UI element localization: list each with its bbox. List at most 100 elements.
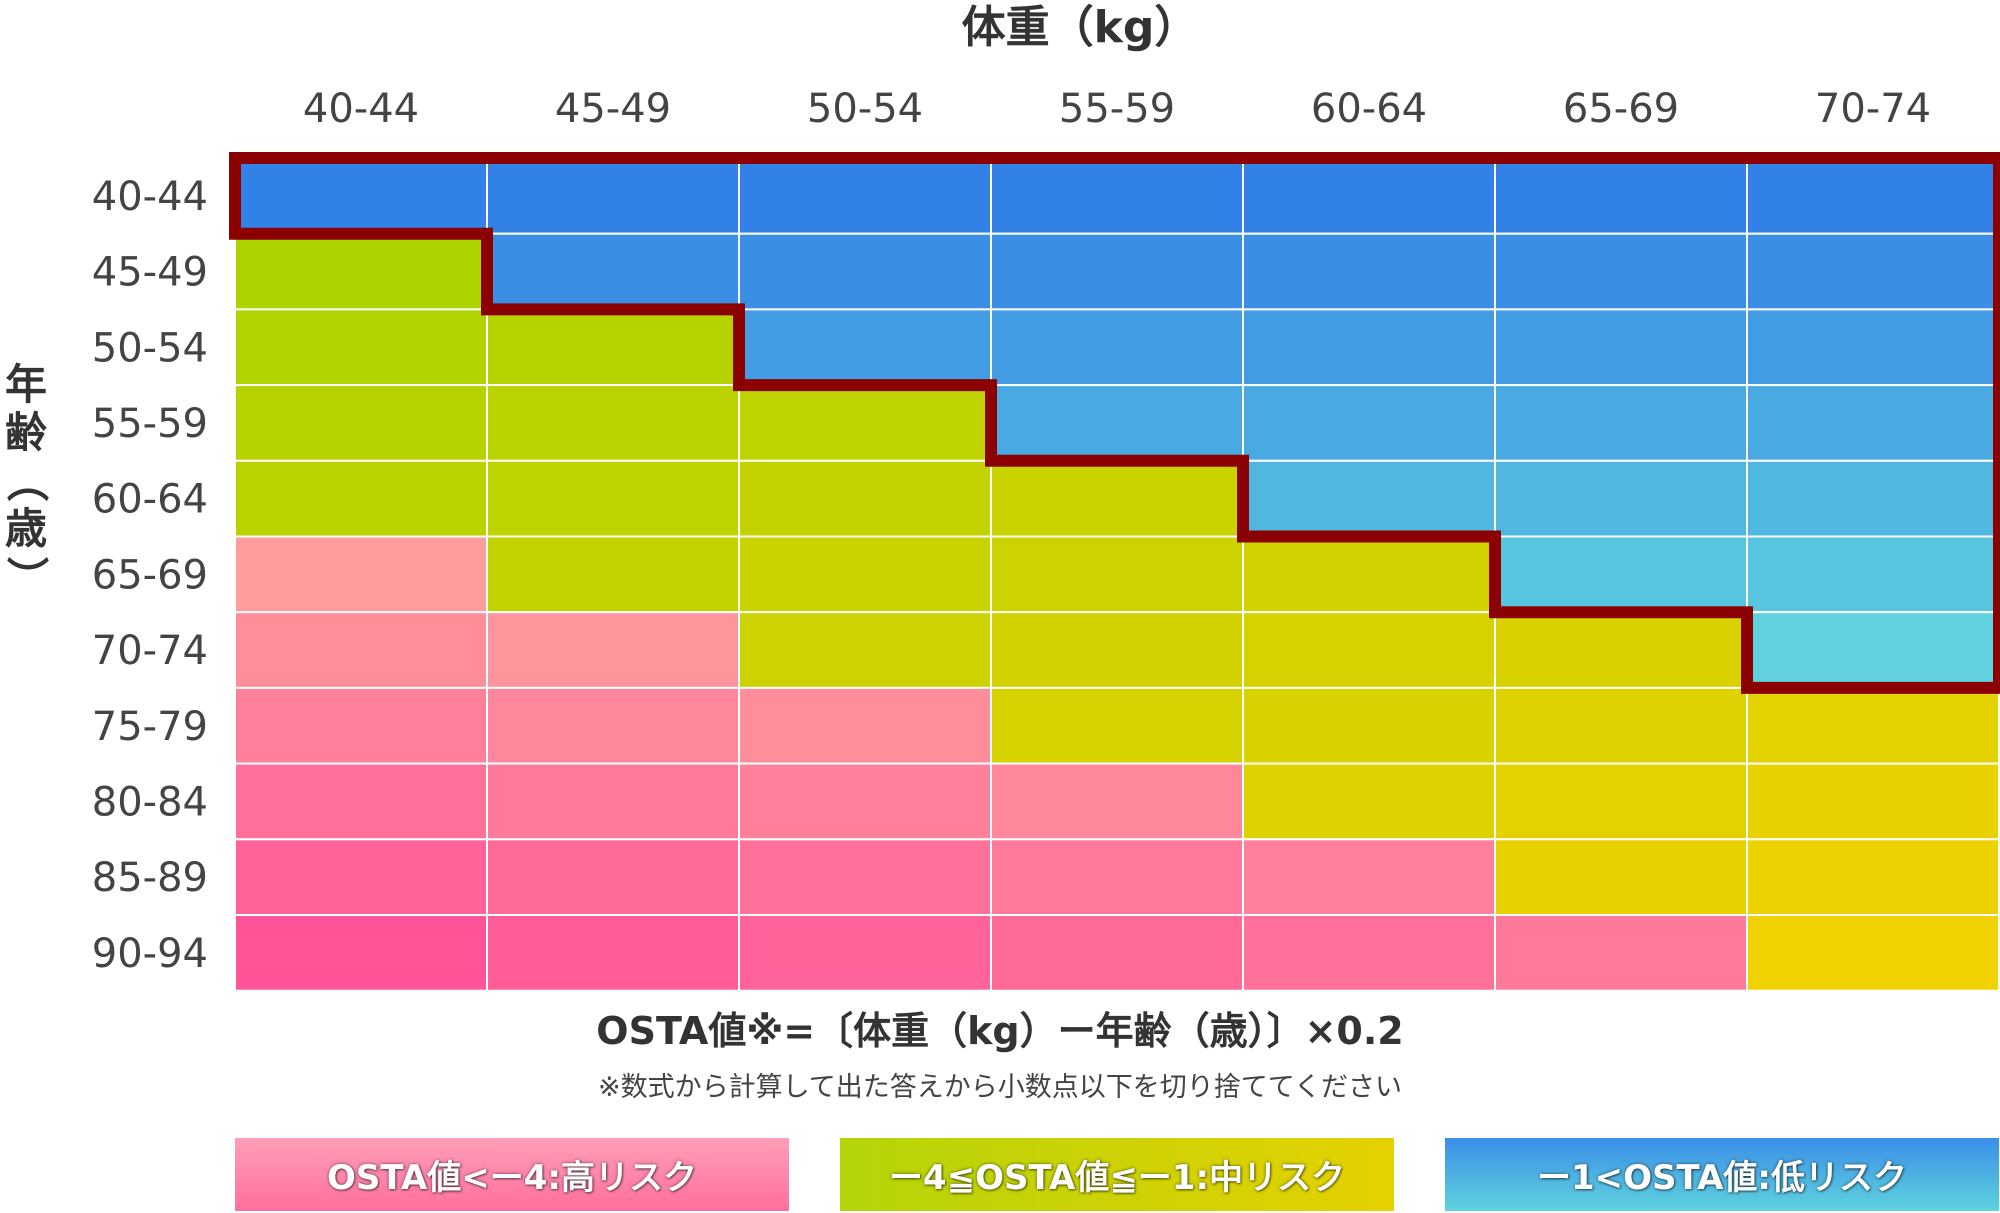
heatmap-cell	[738, 308, 992, 387]
heatmap-cell	[1746, 459, 2000, 538]
heatmap-cell	[1242, 838, 1496, 916]
heatmap-cell	[1242, 914, 1496, 992]
heatmap-cell	[1242, 762, 1496, 841]
x-tick-label: 45-49	[555, 86, 671, 132]
osta-risk-chart: 体重（kg） 年齢（歳） 40-44 45-49 50-54 55-59 60-64 65…	[2, 2, 2000, 992]
y-tick-label: 70-74	[92, 628, 208, 674]
heatmap-cell	[1494, 914, 1748, 992]
y-tick-label: 60-64	[92, 477, 208, 523]
y-tick-label: 65-69	[92, 552, 208, 598]
heatmap-cell	[1746, 838, 2000, 916]
heatmap-cell	[1746, 308, 2000, 387]
heatmap-cell	[486, 384, 740, 462]
heatmap-cell	[234, 384, 488, 462]
x-tick-label: 55-59	[1059, 86, 1175, 132]
legend-mid-risk: ー4≦OSTA値≦ー1:中リスク	[840, 1138, 1394, 1211]
y-tick-label: 80-84	[92, 779, 208, 825]
svg-text:歳: 歳	[5, 504, 47, 553]
heatmap-cell	[234, 157, 488, 235]
heatmap-cell	[990, 914, 1244, 992]
heatmap-cell	[1494, 459, 1748, 538]
heatmap-cell	[486, 762, 740, 841]
heatmap-cell	[1242, 384, 1496, 462]
heatmap-cell	[738, 838, 992, 916]
x-axis-ticks: 40-44 45-49 50-54 55-59 60-64 65-69 70-74	[303, 86, 1931, 132]
heatmap-cell	[738, 686, 992, 765]
heatmap-cell	[234, 232, 488, 311]
heatmap-cell	[990, 384, 1244, 462]
heatmap-cell	[990, 308, 1244, 387]
heatmap-cell	[1494, 762, 1748, 841]
heatmap-cell	[738, 762, 992, 841]
y-tick-label: 50-54	[92, 325, 208, 371]
heatmap-cell	[738, 914, 992, 992]
heatmap-cell	[990, 611, 1244, 689]
heatmap-cell	[1494, 308, 1748, 387]
heatmap-cell	[990, 762, 1244, 841]
heatmap-cell	[990, 686, 1244, 765]
y-tick-label: 40-44	[92, 174, 208, 220]
y-tick-label: 85-89	[92, 855, 208, 901]
y-axis-ticks: 40-44 45-49 50-54 55-59 60-64 65-69 70-74 75-79…	[92, 174, 208, 977]
heatmap-cell	[990, 535, 1244, 614]
heatmap-cell	[990, 232, 1244, 311]
heatmap-cell	[234, 611, 488, 689]
heatmap-cell	[234, 838, 488, 916]
heatmap-cell	[234, 686, 488, 765]
heatmap-cell	[234, 762, 488, 841]
svg-text:）: ）	[2, 556, 51, 598]
heatmap-cell	[1242, 535, 1496, 614]
heatmap-cell	[1494, 838, 1748, 916]
heatmap-cell	[1746, 384, 2000, 462]
heatmap-cell	[1746, 914, 2000, 992]
x-tick-label: 65-69	[1563, 86, 1679, 132]
heatmap-cell	[1494, 384, 1748, 462]
svg-text:齢: 齢	[5, 408, 47, 457]
x-axis-title: 体重（kg）	[962, 2, 1199, 53]
heatmap-cell	[234, 459, 488, 538]
heatmap-cell	[1746, 686, 2000, 765]
legend-high-risk: OSTA値<ー4:高リスク	[235, 1138, 789, 1211]
heatmap-cell	[990, 157, 1244, 235]
heatmap-cell	[738, 611, 992, 689]
heatmap-cell	[1494, 611, 1748, 689]
y-axis-title: 年齢（歳）	[2, 360, 51, 598]
heatmap-cell	[1494, 535, 1748, 614]
heatmap-cell	[1242, 686, 1496, 765]
x-tick-label: 50-54	[807, 86, 923, 132]
heatmap-cell	[486, 157, 740, 235]
heatmap-cell	[1242, 459, 1496, 538]
x-tick-label: 60-64	[1311, 86, 1427, 132]
heatmap-cell	[1242, 308, 1496, 387]
heatmap-cell	[1494, 232, 1748, 311]
x-tick-label: 40-44	[303, 86, 419, 132]
heatmap-cell	[486, 535, 740, 614]
heatmap-cell	[1242, 157, 1496, 235]
heatmap-cell	[1746, 535, 2000, 614]
heatmap-cells	[234, 157, 2000, 992]
heatmap-cell	[738, 535, 992, 614]
heatmap-cell	[738, 384, 992, 462]
heatmap-cell	[234, 914, 488, 992]
heatmap-cell	[486, 914, 740, 992]
y-tick-label: 45-49	[92, 250, 208, 296]
heatmap-cell	[234, 535, 488, 614]
heatmap-cell	[1494, 686, 1748, 765]
heatmap-cell	[486, 459, 740, 538]
heatmap-cell	[738, 157, 992, 235]
heatmap-cell	[1746, 611, 2000, 689]
heatmap-cell	[990, 838, 1244, 916]
heatmap-cell	[738, 459, 992, 538]
heatmap-cell	[486, 308, 740, 387]
svg-text:年: 年	[5, 360, 47, 409]
heatmap-cell	[486, 686, 740, 765]
legend-low-risk: ー1<OSTA値:低リスク	[1445, 1138, 1999, 1211]
heatmap-cell	[486, 232, 740, 311]
low-risk-boundary	[229, 152, 2000, 694]
heatmap-cell	[1746, 762, 2000, 841]
heatmap-cell	[990, 459, 1244, 538]
y-tick-label: 55-59	[92, 401, 208, 447]
heatmap-cell	[1242, 611, 1496, 689]
svg-text:（: （	[2, 460, 51, 502]
formula-note: ※数式から計算して出た答えから小数点以下を切り捨ててください	[597, 1072, 1402, 1103]
